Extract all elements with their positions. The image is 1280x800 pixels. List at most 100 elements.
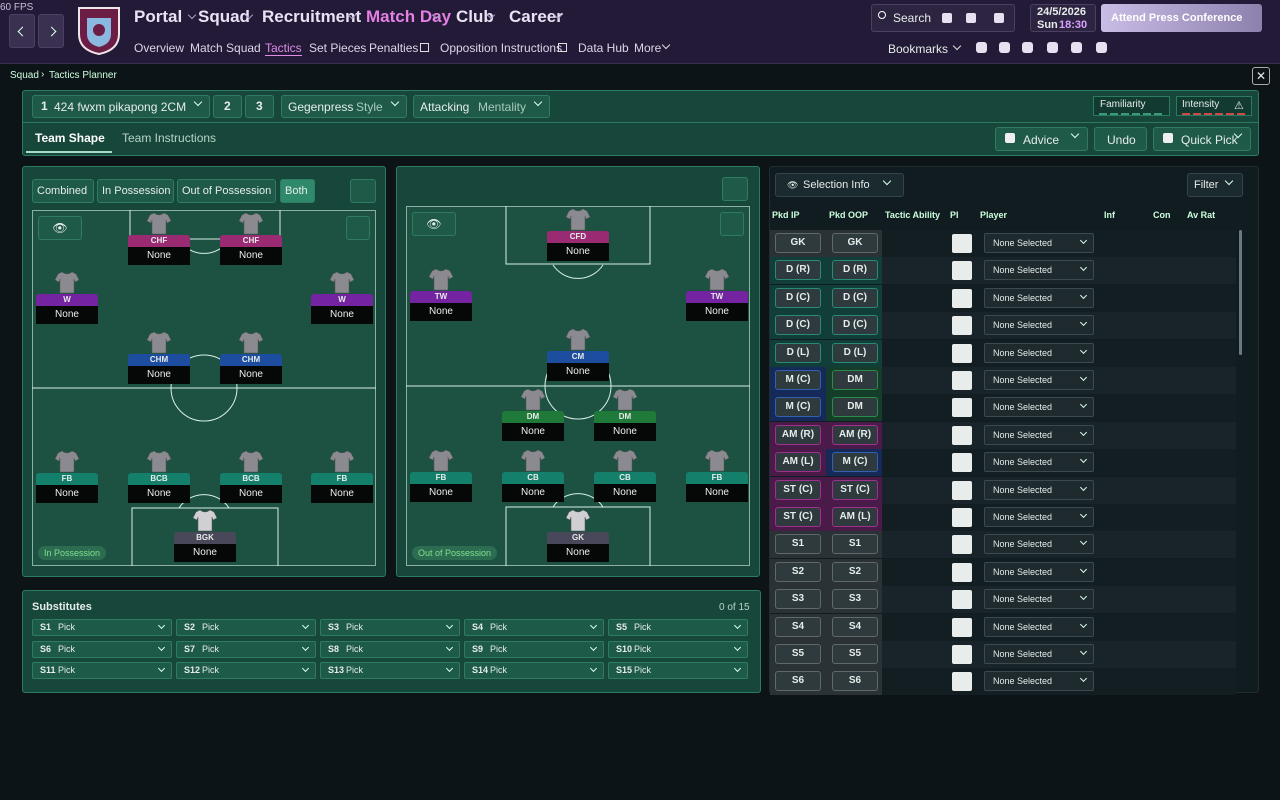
player-slot[interactable]: None <box>547 544 609 562</box>
pi-button[interactable] <box>952 316 972 336</box>
sub-slot[interactable] <box>464 619 604 636</box>
position-button[interactable]: D (L) <box>832 342 878 363</box>
position-badge[interactable]: W <box>36 294 98 306</box>
player-slot[interactable]: None <box>220 247 282 265</box>
nav-item[interactable]: Recruitment <box>262 7 362 26</box>
player-select[interactable] <box>984 424 1094 445</box>
player-select[interactable] <box>984 287 1094 308</box>
toolbar-icon[interactable] <box>966 13 976 23</box>
position-button[interactable]: D (C) <box>775 287 821 308</box>
bookmark-icon[interactable] <box>1071 42 1082 53</box>
sub-slot[interactable] <box>176 640 316 658</box>
eye-toggle[interactable]: 👁 <box>38 216 82 240</box>
player-slot[interactable]: None <box>502 484 564 502</box>
position-button[interactable]: D (R) <box>775 260 821 281</box>
sub-slot[interactable] <box>464 662 604 679</box>
pi-button[interactable] <box>952 288 972 308</box>
view-mode-button[interactable] <box>177 179 276 203</box>
player-select[interactable] <box>984 260 1094 281</box>
position-button[interactable]: M (C) <box>775 370 821 390</box>
position-badge[interactable]: CHM <box>220 354 282 366</box>
bookmark-icon[interactable] <box>1022 42 1033 53</box>
player-slot[interactable]: None <box>547 363 609 381</box>
player-select[interactable] <box>984 616 1094 637</box>
position-badge[interactable]: BCB <box>220 473 282 485</box>
player-select[interactable] <box>984 342 1094 363</box>
position-button[interactable]: D (R) <box>832 260 878 281</box>
player-select[interactable] <box>984 452 1094 473</box>
tab[interactable]: Team Instructions <box>122 131 217 145</box>
position-badge[interactable]: FB <box>36 473 98 485</box>
view-mode-button[interactable] <box>280 179 315 203</box>
mentality-select[interactable] <box>413 95 550 118</box>
pi-button[interactable] <box>952 398 972 418</box>
sub-slot[interactable] <box>608 640 748 658</box>
nav-item[interactable]: Squad <box>198 7 250 26</box>
position-badge[interactable]: CB <box>502 472 564 484</box>
position-button[interactable]: S2 <box>832 561 878 582</box>
sub-slot[interactable] <box>320 662 460 679</box>
pi-button[interactable] <box>952 617 972 637</box>
nav-item[interactable]: Career <box>509 7 563 26</box>
position-button[interactable]: S6 <box>775 671 821 692</box>
search-label[interactable]: Search <box>893 11 932 25</box>
position-button[interactable]: S3 <box>775 589 821 610</box>
nav-item[interactable]: Match Day <box>366 7 452 26</box>
nav-item[interactable]: Club <box>456 7 494 26</box>
position-button[interactable]: S6 <box>832 671 878 692</box>
player-select[interactable] <box>984 479 1094 500</box>
action-button[interactable] <box>1094 127 1147 151</box>
grid-toggle[interactable] <box>346 216 370 240</box>
sub-nav-item[interactable]: Opposition Instructions <box>440 41 563 55</box>
sub-slot[interactable] <box>176 619 316 636</box>
sub-nav-item[interactable]: Data Hub <box>578 41 629 55</box>
position-button[interactable]: AM (R) <box>775 424 821 445</box>
action-button[interactable] <box>995 127 1088 151</box>
player-select[interactable] <box>984 589 1094 610</box>
position-button[interactable]: GK <box>775 233 821 253</box>
sub-nav-item[interactable]: Tactics <box>265 41 302 56</box>
sub-slot[interactable] <box>608 662 748 679</box>
position-button[interactable]: S5 <box>775 644 821 664</box>
back-button[interactable] <box>9 14 35 48</box>
familiarity-box[interactable] <box>1093 96 1170 116</box>
pi-button[interactable] <box>952 371 972 390</box>
player-slot[interactable]: None <box>311 485 373 503</box>
bookmark-icon[interactable] <box>1096 42 1107 53</box>
date-box[interactable] <box>1030 4 1096 32</box>
position-badge[interactable]: DM <box>594 411 656 423</box>
view-mode-button[interactable] <box>32 179 94 203</box>
position-badge[interactable]: CB <box>594 472 656 484</box>
player-slot[interactable]: None <box>128 366 190 384</box>
column-header[interactable]: Inf <box>1104 210 1115 220</box>
breadcrumb-root[interactable]: Squad <box>10 70 39 81</box>
player-slot[interactable]: None <box>594 423 656 441</box>
pi-button[interactable] <box>952 343 972 363</box>
pi-button[interactable] <box>952 645 972 664</box>
view-mode-button[interactable] <box>97 179 174 203</box>
pi-button[interactable] <box>952 672 972 692</box>
filter-button[interactable] <box>1187 173 1243 197</box>
position-badge[interactable]: TW <box>686 291 748 303</box>
position-button[interactable]: AM (L) <box>832 507 878 527</box>
position-button[interactable]: D (C) <box>832 287 878 308</box>
position-button[interactable]: M (C) <box>832 452 878 473</box>
position-badge[interactable]: BGK <box>174 532 236 544</box>
position-button[interactable]: D (C) <box>832 315 878 336</box>
position-badge[interactable]: CFD <box>547 231 609 243</box>
position-badge[interactable]: FB <box>686 472 748 484</box>
position-button[interactable]: GK <box>832 233 878 253</box>
column-header[interactable]: Con <box>1153 210 1171 220</box>
player-slot[interactable]: None <box>128 247 190 265</box>
position-button[interactable]: S1 <box>832 534 878 555</box>
sub-slot[interactable] <box>32 662 172 679</box>
position-button[interactable]: S5 <box>832 644 878 664</box>
position-badge[interactable]: GK <box>547 532 609 544</box>
position-button[interactable]: AM (R) <box>832 424 878 445</box>
pitch-tool-button[interactable] <box>350 179 376 203</box>
player-select[interactable] <box>984 397 1094 418</box>
sub-slot[interactable] <box>464 640 604 658</box>
player-slot[interactable]: None <box>220 366 282 384</box>
position-button[interactable]: DM <box>832 397 878 418</box>
position-button[interactable]: AM (L) <box>775 452 821 473</box>
